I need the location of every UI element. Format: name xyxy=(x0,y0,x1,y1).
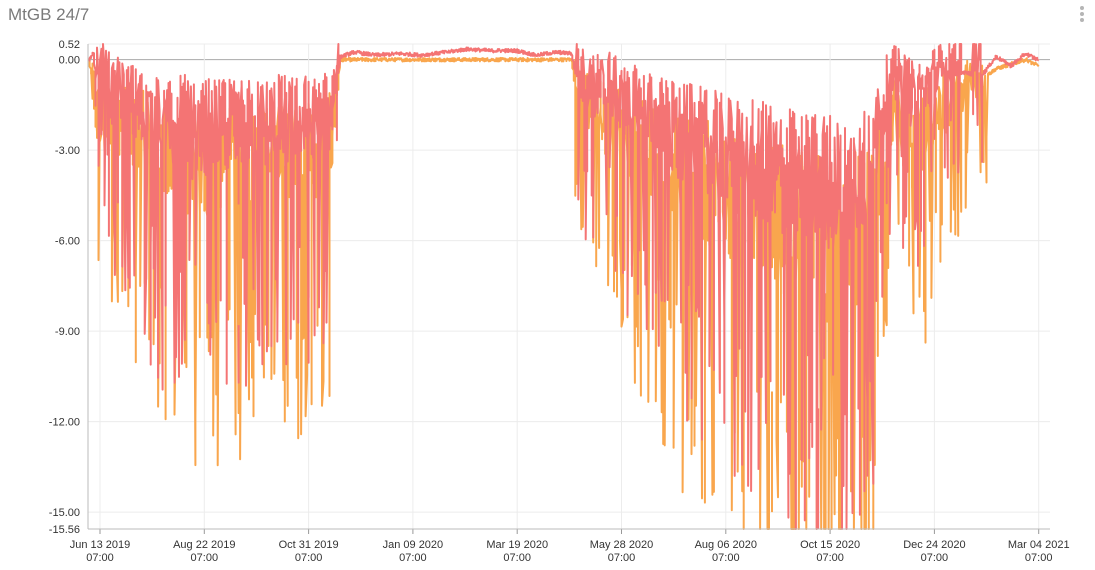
x-tick-time: 07:00 xyxy=(191,552,219,564)
x-tick-time: 07:00 xyxy=(816,552,844,564)
y-tick-label: -15.56 xyxy=(49,524,80,536)
x-tick-label: May 28 2020 xyxy=(590,539,654,551)
x-tick-time: 07:00 xyxy=(712,552,740,564)
y-tick-label: -15.00 xyxy=(49,507,80,519)
x-tick-label: Oct 31 2019 xyxy=(279,539,339,551)
y-tick-label: -9.00 xyxy=(55,326,80,338)
x-tick-time: 07:00 xyxy=(503,552,531,564)
chart-series xyxy=(88,43,1040,530)
x-tick-time: 07:00 xyxy=(608,552,636,564)
x-tick-label: Aug 06 2020 xyxy=(695,539,757,551)
y-tick-label: -3.00 xyxy=(55,145,80,157)
x-tick-label: Mar 04 2021 xyxy=(1008,539,1070,551)
menu-dot-icon xyxy=(1080,18,1084,22)
x-tick-time: 07:00 xyxy=(86,552,114,564)
menu-dot-icon xyxy=(1080,12,1084,16)
series-line-red xyxy=(88,43,1040,530)
y-tick-label: 0.52 xyxy=(59,39,80,51)
x-tick-time: 07:00 xyxy=(921,552,949,564)
y-tick-label: 0.00 xyxy=(59,55,80,67)
x-tick-time: 07:00 xyxy=(1025,552,1053,564)
x-tick-label: Mar 19 2020 xyxy=(486,539,548,551)
x-tick-time: 07:00 xyxy=(295,552,323,564)
x-tick-label: Dec 24 2020 xyxy=(903,539,965,551)
chart-title: MtGB 24/7 xyxy=(8,5,90,24)
x-tick-label: Jun 13 2019 xyxy=(70,539,131,551)
x-tick-label: Aug 22 2019 xyxy=(173,539,235,551)
menu-dot-icon xyxy=(1080,6,1084,10)
y-tick-label: -6.00 xyxy=(55,236,80,248)
more-vertical-icon[interactable] xyxy=(1079,6,1085,24)
x-tick-label: Jan 09 2020 xyxy=(383,539,444,551)
y-tick-label: -12.00 xyxy=(49,417,80,429)
x-tick-label: Oct 15 2020 xyxy=(800,539,860,551)
x-tick-time: 07:00 xyxy=(399,552,427,564)
chart-axes: 0.52 0.00 -3.00 -6.00 -9.00 -12.00 -15.00 -15.5… xyxy=(49,39,1070,564)
